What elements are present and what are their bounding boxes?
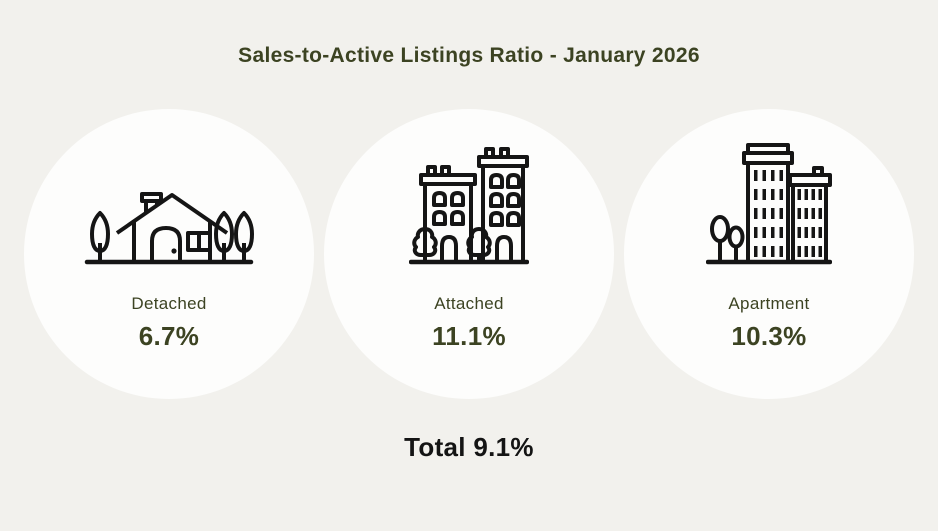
attached-value: 11.1%	[432, 321, 506, 351]
total-ratio: Total 9.1%	[404, 432, 534, 462]
stat-circle-attached: Attached 11.1%	[324, 109, 614, 399]
apartment-label: Apartment	[728, 294, 810, 313]
apartment-icon-box	[706, 109, 832, 265]
stat-circle-apartment: Apartment 10.3%	[624, 109, 914, 399]
page-title: Sales-to-Active Listings Ratio - January…	[238, 44, 700, 67]
attached-label: Attached	[434, 294, 504, 313]
apartment-value: 10.3%	[731, 321, 807, 351]
detached-house-icon	[84, 192, 254, 265]
attached-townhouse-icon	[409, 147, 529, 265]
stat-circle-detached: Detached 6.7%	[24, 109, 314, 399]
detached-icon-box	[84, 109, 254, 265]
detached-label: Detached	[131, 294, 207, 313]
apartment-building-icon	[706, 143, 832, 265]
detached-value: 6.7%	[138, 321, 200, 351]
stat-circles-row: Detached 6.7%	[0, 109, 938, 399]
attached-icon-box	[409, 109, 529, 265]
